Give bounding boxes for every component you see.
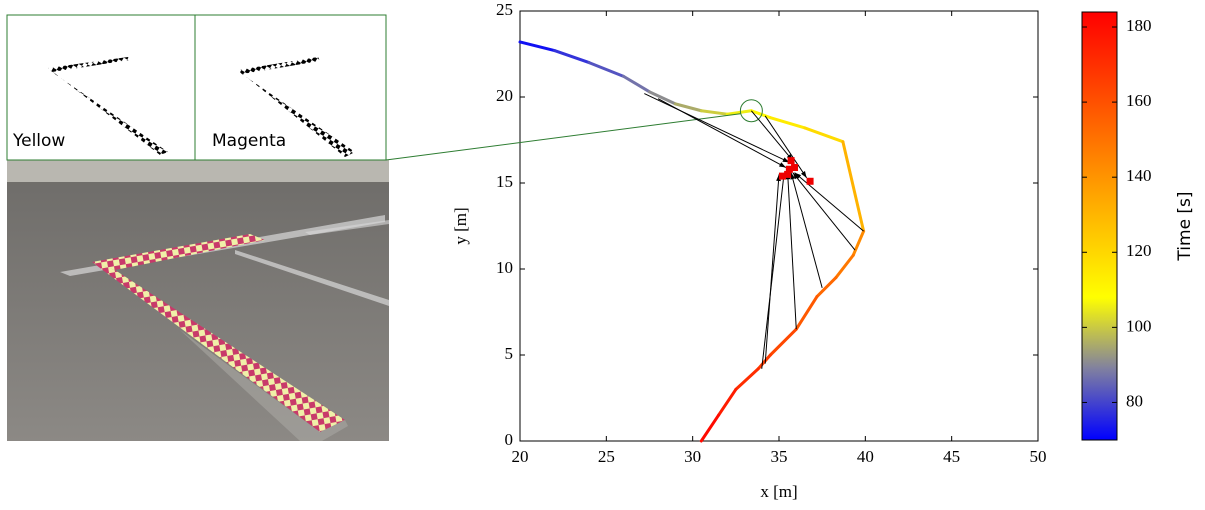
trajectory-segment — [699, 413, 721, 443]
x-tick-label: 30 — [684, 447, 701, 466]
colorbar-tick-label: 80 — [1126, 391, 1143, 410]
x-tick-label: 45 — [943, 447, 960, 466]
y-tick-label: 5 — [505, 344, 514, 363]
trajectory-segment — [725, 109, 753, 116]
arrow-head — [800, 171, 807, 178]
x-tick-label: 40 — [857, 447, 874, 466]
y-tick-label: 10 — [496, 258, 513, 277]
trajectory-segment — [768, 116, 807, 130]
trajectory-segment — [734, 367, 760, 391]
trajectory-segment — [518, 40, 557, 53]
landmark — [791, 164, 799, 172]
photo — [7, 160, 389, 441]
x-tick-label: 50 — [1030, 447, 1047, 466]
trajectory-segment — [673, 102, 703, 113]
landmark — [806, 177, 814, 185]
arrow — [657, 98, 787, 168]
arrow-head — [790, 172, 796, 180]
trajectory-segment — [717, 387, 738, 417]
arrow — [764, 174, 780, 364]
trajectory-segment — [851, 229, 866, 257]
landmark — [787, 157, 795, 165]
landmark — [785, 165, 793, 173]
trajectory-segment — [587, 61, 626, 78]
trajectory-segment — [756, 353, 772, 371]
arrow — [792, 172, 856, 251]
arrow — [644, 93, 790, 163]
trajectory-segment — [648, 90, 677, 106]
arrow — [764, 115, 808, 179]
colorbar-tick-label: 160 — [1126, 91, 1152, 110]
arrow — [750, 110, 794, 161]
y-tick-label: 25 — [496, 0, 513, 19]
trajectory-segment — [803, 126, 845, 144]
image-label: Yellow — [12, 131, 65, 151]
trajectory-segment — [553, 49, 591, 65]
x-tick-label: 20 — [512, 447, 529, 466]
trajectory-segment — [622, 74, 651, 94]
colorbar-tick-label: 140 — [1126, 166, 1152, 185]
trajectory-segment — [768, 327, 798, 357]
colorbar-tick-label: 100 — [1126, 316, 1152, 335]
y-tick-label: 15 — [496, 172, 513, 191]
colorbar-tick-label: 120 — [1126, 241, 1152, 260]
trajectory-segment — [815, 276, 838, 299]
x-tick-label: 35 — [771, 447, 788, 466]
x-axis-label: x [m] — [760, 482, 797, 501]
highlight — [739, 99, 763, 123]
trajectory-segment — [749, 109, 772, 120]
image-panels: Yellow Magenta — [6, 14, 387, 161]
trajectory-segment — [834, 253, 855, 280]
connector — [385, 113, 741, 161]
colorbar-label: Time [s] — [1175, 191, 1195, 261]
y-axis-label: y [m] — [451, 207, 470, 244]
colorbar — [1081, 11, 1118, 441]
arrow — [794, 172, 864, 232]
y-tick-label: 0 — [505, 430, 514, 449]
colorbar-tick-label: 180 — [1126, 16, 1152, 35]
arrow — [790, 172, 823, 289]
trajectory-segment — [699, 109, 729, 116]
plot-frame — [519, 10, 1039, 442]
arrow-head — [792, 172, 799, 180]
image-label: Magenta — [212, 131, 286, 151]
landmark — [778, 172, 786, 180]
trajectory-segment — [841, 140, 866, 233]
arrow — [787, 172, 797, 330]
arrow-head — [778, 162, 786, 168]
arrow — [761, 172, 785, 369]
trajectory-segment — [794, 295, 819, 331]
landmark — [784, 170, 792, 178]
x-tick-label: 25 — [598, 447, 615, 466]
y-tick-label: 20 — [496, 86, 513, 105]
